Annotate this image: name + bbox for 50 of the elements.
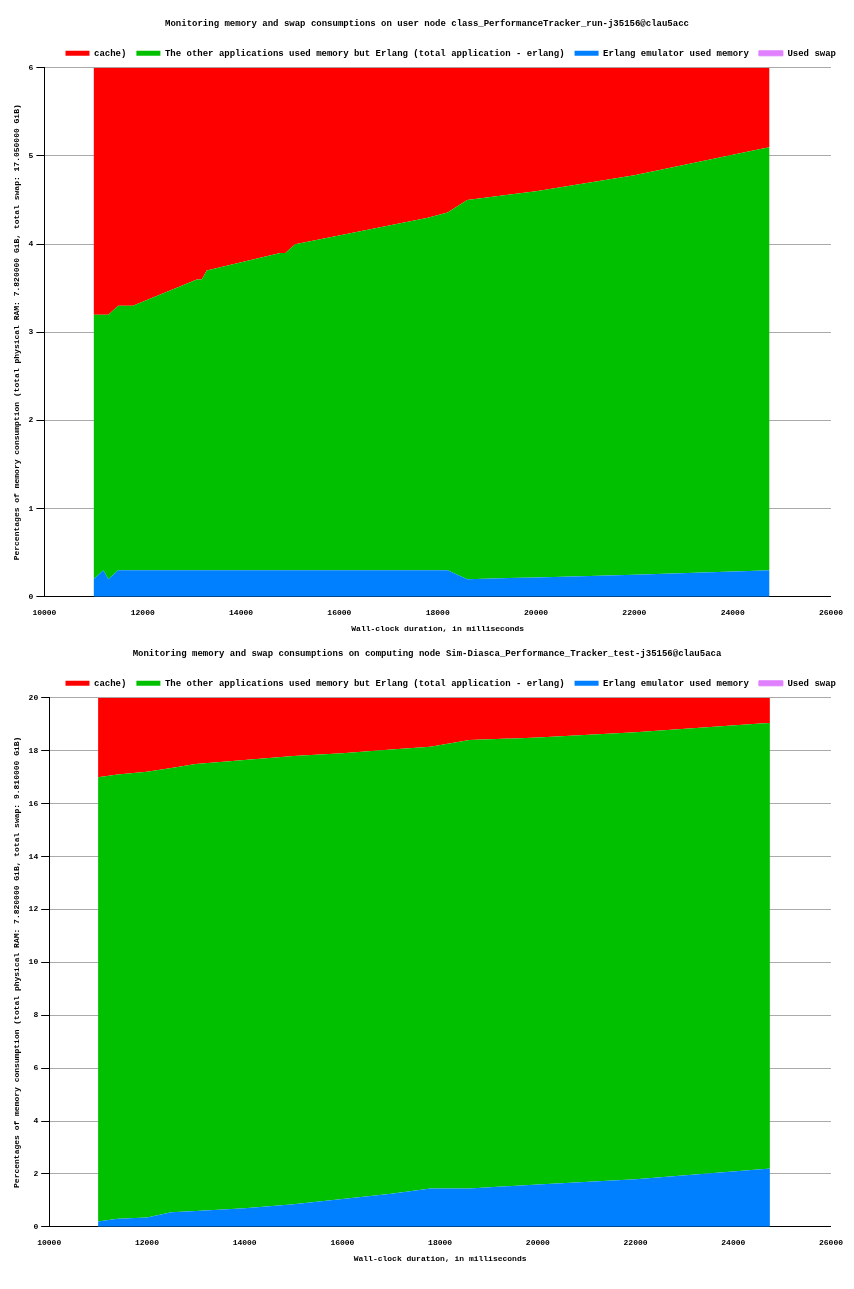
chart-title: Monitoring memory and swap consumptions on computing node Sim-Diasca_Performance_Tracker_test-j35156@clau5aca <box>132 648 722 659</box>
legend-label: The other applications used memory but Erlang (total application - erlang) <box>164 678 565 689</box>
y-tick-label: 6 <box>28 62 34 72</box>
y-tick-label: 14 <box>28 851 39 861</box>
x-tick-label: 26000 <box>818 1237 844 1247</box>
y-tick-label: 5 <box>28 150 34 160</box>
y-tick-label: 12 <box>28 904 39 914</box>
x-tick-label: 14000 <box>229 607 254 617</box>
legend-label: Used swap <box>787 678 836 689</box>
y-tick-label: 6 <box>33 1063 39 1073</box>
x-tick-label: 20000 <box>525 1237 551 1247</box>
legend-label: cache) <box>94 678 127 689</box>
x-tick-label: 18000 <box>428 1237 453 1247</box>
x-tick-label: 12000 <box>130 607 155 617</box>
x-tick-label: 22000 <box>623 1237 648 1247</box>
x-tick-label: 24000 <box>720 607 745 617</box>
y-tick-label: 0 <box>28 591 34 601</box>
x-axis-title: Wall-clock duration, in milliseconds <box>351 624 525 634</box>
legend-label: The other applications used memory but Erlang (total application - erlang) <box>164 48 565 59</box>
x-tick-label: 16000 <box>330 1237 355 1247</box>
legend-label: Erlang emulator used memory <box>603 678 750 689</box>
x-tick-label: 22000 <box>622 607 647 617</box>
y-tick-label: 1 <box>28 503 34 513</box>
x-axis-title: Wall-clock duration, in milliseconds <box>353 1254 527 1264</box>
y-tick-label: 20 <box>28 692 39 702</box>
y-tick-label: 8 <box>33 1010 39 1020</box>
y-tick-label: 3 <box>28 327 34 337</box>
legend-label: Used swap <box>787 48 836 59</box>
legend-label: cache) <box>94 48 127 59</box>
x-tick-label: 12000 <box>134 1237 160 1247</box>
x-tick-label: 10000 <box>37 1237 62 1247</box>
x-tick-label: 10000 <box>32 607 57 617</box>
y-tick-label: 2 <box>33 1168 39 1178</box>
y-axis-title: Percentages of memory consumption (total physical RAM: 7.820000 GiB, total swap: 17.050000 GiB) <box>11 104 21 561</box>
y-tick-label: 2 <box>28 415 34 425</box>
x-tick-label: 26000 <box>818 607 844 617</box>
y-axis-title: Percentages of memory consumption (total physical RAM: 7.820000 GiB, total swap: 9.810000 GiB) <box>11 736 21 1188</box>
y-tick-label: 4 <box>33 1116 39 1126</box>
x-tick-label: 16000 <box>327 607 352 617</box>
legend-label: Erlang emulator used memory <box>603 48 750 59</box>
y-tick-label: 10 <box>28 957 39 967</box>
x-tick-label: 14000 <box>232 1237 257 1247</box>
y-tick-label: 16 <box>28 798 39 808</box>
x-tick-label: 24000 <box>721 1237 746 1247</box>
y-tick-label: 18 <box>28 745 39 755</box>
y-tick-label: 4 <box>28 239 34 249</box>
y-tick-label: 0 <box>33 1221 39 1231</box>
chart-title: Monitoring memory and swap consumptions on user node class_PerformanceTracker_run-j35156@clau5acc <box>165 18 689 29</box>
x-tick-label: 18000 <box>425 607 450 617</box>
x-tick-label: 20000 <box>524 607 549 617</box>
